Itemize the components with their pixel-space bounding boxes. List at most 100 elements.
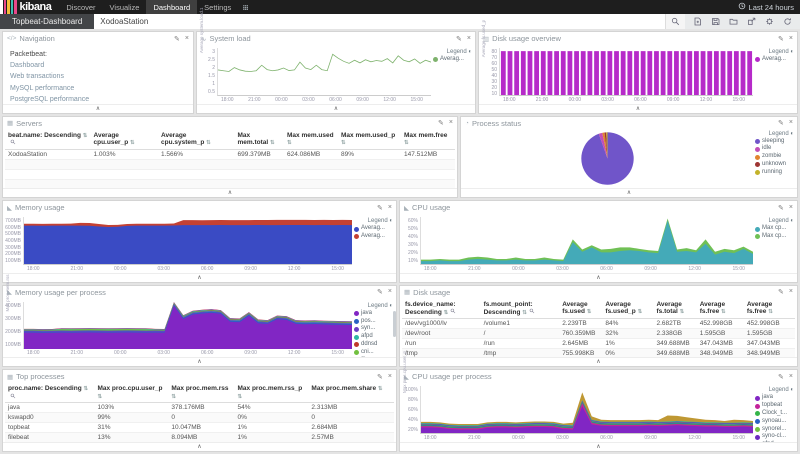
collapse-panel-button[interactable]: ∧: [197, 274, 202, 281]
nav-link[interactable]: Dashboard: [10, 62, 45, 70]
legend-toggle-icon[interactable]: ◐: [468, 49, 472, 55]
sort-icon[interactable]: ⇅: [129, 140, 135, 147]
legend-item[interactable]: sleeping: [755, 138, 794, 146]
collapse-panel-button[interactable]: ∧: [626, 190, 632, 197]
nav-link[interactable]: PostgreSQL performance: [10, 95, 90, 103]
edit-panel-icon[interactable]: ✎: [174, 35, 180, 43]
legend-toggle-icon[interactable]: ◐: [389, 218, 393, 225]
collapse-panel-button[interactable]: ∧: [333, 105, 339, 112]
topnav-item-dashboard[interactable]: Dashboard: [146, 0, 198, 14]
legend-item[interactable]: Max cp...: [755, 225, 794, 233]
sort-icon[interactable]: ⇅: [637, 309, 643, 316]
column-header[interactable]: Max proc.cpu.user_p ⇅: [94, 384, 169, 404]
edit-panel-icon[interactable]: ✎: [778, 373, 784, 381]
legend-item[interactable]: afpd: [755, 441, 794, 442]
sort-icon[interactable]: ⇅: [522, 310, 527, 317]
nav-link[interactable]: Web transactions: [10, 73, 64, 81]
sort-icon[interactable]: ⇅: [721, 309, 726, 316]
sort-icon[interactable]: ⇅: [377, 386, 383, 393]
edit-panel-icon[interactable]: ✎: [778, 204, 784, 212]
legend-item[interactable]: Averag...: [354, 233, 393, 241]
edit-panel-icon[interactable]: ✎: [377, 204, 383, 212]
column-header[interactable]: beat.name: Descending ⇅: [5, 130, 91, 150]
sort-icon[interactable]: ⇅: [287, 140, 292, 147]
legend-item[interactable]: zombie: [755, 153, 794, 161]
column-header[interactable]: Average fs.free ⇅: [696, 299, 744, 319]
topnav-item-discover[interactable]: Discover: [66, 2, 96, 12]
new-dashboard-icon[interactable]: [693, 17, 702, 26]
edit-panel-icon[interactable]: ✎: [456, 35, 462, 43]
column-header[interactable]: Max proc.mem.share ⇅: [308, 384, 394, 404]
search-button[interactable]: [665, 14, 685, 29]
timepicker[interactable]: Last 24 hours: [738, 2, 800, 12]
sort-icon[interactable]: ⇅: [82, 132, 88, 139]
legend-item[interactable]: synoau...: [755, 418, 794, 426]
sort-icon[interactable]: ⇅: [97, 393, 103, 400]
save-dashboard-icon[interactable]: [711, 17, 720, 26]
apps-grid-icon[interactable]: [242, 4, 249, 11]
column-header[interactable]: fs.mount_point: Descending ⇅: [480, 299, 560, 319]
legend-toggle-icon[interactable]: ◐: [790, 387, 794, 394]
refresh-icon[interactable]: [783, 17, 792, 26]
edit-panel-icon[interactable]: ✎: [778, 35, 784, 43]
collapse-panel-button[interactable]: ∧: [197, 359, 202, 366]
legend-item[interactable]: Max cp...: [755, 233, 794, 241]
options-icon[interactable]: [765, 17, 774, 26]
sort-icon[interactable]: ⇅: [237, 393, 243, 400]
legend-item[interactable]: Averag...: [755, 56, 794, 64]
close-panel-icon[interactable]: ×: [184, 34, 189, 42]
close-panel-icon[interactable]: ×: [788, 203, 793, 211]
close-panel-icon[interactable]: ×: [788, 119, 793, 127]
legend-item[interactable]: synorel...: [755, 426, 794, 434]
close-panel-icon[interactable]: ×: [387, 288, 392, 296]
column-header[interactable]: Max mem.used_p ⇅: [338, 130, 401, 150]
legend-toggle-icon[interactable]: ◐: [790, 49, 794, 55]
column-header[interactable]: Average fs.total ⇅: [653, 299, 697, 319]
legend-item[interactable]: afpd: [354, 333, 393, 341]
column-header[interactable]: proc.name: Descending ⇅: [5, 384, 95, 404]
column-header[interactable]: Max proc.mem.rss ⇅: [168, 384, 235, 404]
legend-item[interactable]: ddnsd: [354, 341, 393, 349]
collapse-panel-button[interactable]: ∧: [197, 443, 202, 450]
sort-icon[interactable]: ⇅: [586, 309, 592, 316]
collapse-panel-button[interactable]: ∧: [596, 274, 601, 281]
sort-icon[interactable]: ⇅: [404, 140, 409, 147]
close-panel-icon[interactable]: ×: [448, 119, 453, 127]
legend-toggle-icon[interactable]: ◐: [389, 302, 393, 309]
legend-item[interactable]: pos...: [354, 318, 393, 326]
legend-item[interactable]: idle: [755, 145, 794, 153]
collapse-panel-button[interactable]: ∧: [596, 443, 601, 450]
collapse-panel-button[interactable]: ∧: [227, 190, 233, 197]
legend-item[interactable]: Averag...: [354, 225, 393, 233]
legend-item[interactable]: running: [755, 169, 794, 177]
legend-item[interactable]: syno-cl...: [755, 433, 794, 441]
column-header[interactable]: Max mem.total ⇅: [234, 130, 284, 150]
column-header[interactable]: fs.device_name: Descending ⇅: [402, 299, 481, 319]
sort-icon[interactable]: ⇅: [206, 140, 211, 147]
query-input[interactable]: [94, 14, 665, 29]
column-search-icon[interactable]: [450, 308, 456, 316]
close-panel-icon[interactable]: ×: [387, 372, 392, 380]
topnav-item-visualize[interactable]: Visualize: [109, 2, 140, 12]
close-panel-icon[interactable]: ×: [466, 34, 471, 42]
topnav-item-settings[interactable]: Settings: [204, 2, 232, 12]
column-search-icon[interactable]: [10, 139, 16, 147]
close-panel-icon[interactable]: ×: [387, 203, 392, 211]
column-search-icon[interactable]: [10, 393, 16, 401]
legend-item[interactable]: unknown: [755, 161, 794, 169]
kibana-logo[interactable]: kibana: [0, 0, 59, 14]
legend-item[interactable]: java: [755, 394, 794, 402]
legend-item[interactable]: Averag...: [433, 56, 472, 64]
collapse-panel-button[interactable]: ∧: [635, 105, 641, 112]
column-header[interactable]: Average cpu.user_p ⇅: [90, 130, 158, 150]
nav-link[interactable]: MySQL performance: [10, 84, 75, 92]
column-header[interactable]: Average fs.free ⇅: [743, 299, 795, 319]
close-panel-icon[interactable]: ×: [788, 372, 793, 380]
column-header[interactable]: Max mem.used ⇅: [284, 130, 338, 150]
legend-scrollbar[interactable]: [393, 310, 396, 337]
collapse-panel-button[interactable]: ∧: [95, 105, 101, 112]
sort-icon[interactable]: ⇅: [768, 309, 773, 316]
column-header[interactable]: Max mem.free ⇅: [401, 130, 455, 150]
legend-item[interactable]: java: [354, 310, 393, 318]
share-icon[interactable]: [747, 17, 756, 26]
